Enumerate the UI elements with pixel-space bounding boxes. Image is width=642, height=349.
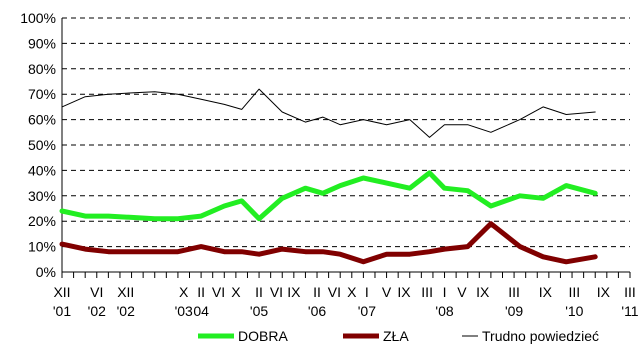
x-tick-label-year: '02	[88, 303, 106, 319]
x-tick-label-month: II	[255, 284, 263, 300]
x-tick-label-year: '09	[505, 303, 523, 319]
y-tick-label: 40%	[28, 162, 56, 178]
axes	[61, 18, 631, 278]
x-tick-label-year: '06	[308, 303, 326, 319]
x-tick-label-month: I	[365, 284, 369, 300]
x-tick-label-month: V	[457, 284, 467, 300]
y-tick-label: 30%	[28, 188, 56, 204]
x-tick-label-month: III	[569, 284, 581, 300]
x-tick-label-month: I	[443, 284, 447, 300]
x-tick-label-month: X	[347, 284, 357, 300]
x-tick-label-year: '03	[175, 303, 193, 319]
gridlines	[62, 17, 630, 248]
legend: DOBRA ZŁA Trudno powiedzieć	[198, 328, 599, 344]
x-tick-label-month: X	[231, 284, 241, 300]
series-lines	[59, 88, 598, 265]
series-line-1	[59, 221, 598, 265]
x-tick-label-month: XII	[117, 284, 134, 300]
legend-label: Trudno powiedzieć	[482, 328, 599, 344]
x-tick-label-year: 04	[193, 303, 209, 319]
x-tick-label-month: III	[624, 284, 636, 300]
x-tick-label-year: '05	[250, 303, 268, 319]
x-tick-label-month: VI	[90, 284, 103, 300]
y-tick-labels: 0% 10% 20% 30% 40% 50% 60% 70% 80% 90% 100%	[20, 10, 56, 280]
x-tick-label-month: II	[313, 284, 321, 300]
x-tick-label-month: X	[179, 284, 189, 300]
x-tick-label-year: '07	[358, 303, 376, 319]
legend-label: DOBRA	[238, 328, 288, 344]
y-tick-label: 100%	[20, 10, 56, 26]
x-tick-label-year: '01	[53, 303, 71, 319]
y-tick-label: 10%	[28, 239, 56, 255]
x-tick-label-month: IX	[397, 284, 411, 300]
series-line-0	[59, 170, 598, 222]
x-tick-label-month: IX	[539, 284, 553, 300]
x-tick-label-month: IX	[476, 284, 490, 300]
x-tick-label-month: IX	[287, 284, 301, 300]
series-line-2	[61, 88, 596, 138]
x-tick-label-month: IX	[597, 284, 611, 300]
x-tick-label-year: '08	[435, 303, 453, 319]
x-tick-label-month: V	[382, 284, 392, 300]
x-tick-label-month: III	[421, 284, 433, 300]
y-tick-label: 80%	[28, 61, 56, 77]
legend-label: ZŁA	[383, 328, 409, 344]
x-tick-label-month: VI	[212, 284, 225, 300]
x-tick-label-month: III	[508, 284, 520, 300]
y-tick-label: 50%	[28, 137, 56, 153]
x-tick-label-year: '02	[117, 303, 135, 319]
x-tick-label-month: II	[197, 284, 205, 300]
x-tick-label-year: '11	[621, 303, 638, 319]
x-tick-label-month: VI	[328, 284, 341, 300]
y-tick-label: 0%	[36, 264, 56, 280]
x-tick-label-month: VI	[270, 284, 283, 300]
y-tick-label: 70%	[28, 86, 56, 102]
x-tick-label-year: '10	[565, 303, 583, 319]
x-tick-label-month: XII	[53, 284, 70, 300]
y-tick-label: 90%	[28, 35, 56, 51]
y-tick-label: 20%	[28, 213, 56, 229]
y-tick-label: 60%	[28, 112, 56, 128]
